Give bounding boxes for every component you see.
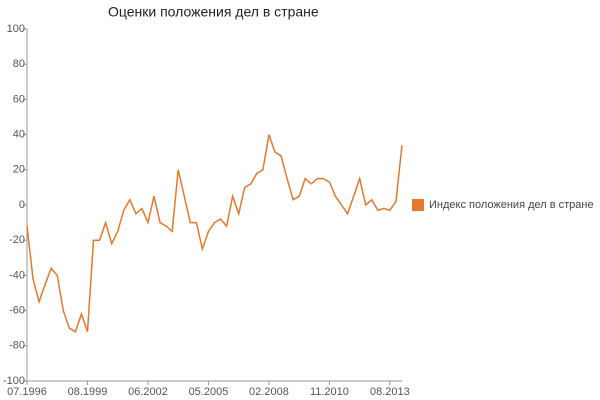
y-tick-label: 0 (19, 199, 25, 211)
y-tick-label: -20 (9, 234, 25, 246)
line (26, 134, 403, 333)
y-tick-label: 80 (13, 58, 25, 70)
x-tick-label: 05.2005 (189, 386, 229, 398)
x-tick-label: 08.1999 (68, 386, 108, 398)
y-tick-label: 60 (13, 93, 25, 105)
y-tick-label: -60 (9, 305, 25, 317)
chart-title: Оценки положения дел в стране (108, 4, 319, 20)
y-tick-label: -40 (9, 269, 25, 281)
legend-label: Индекс положения дел в стране (429, 199, 594, 211)
x-tick-label: 11.2010 (310, 386, 349, 398)
x-tick-label: 07.1996 (7, 386, 47, 398)
legend-swatch (412, 199, 424, 211)
y-tick-label: -80 (9, 340, 25, 352)
x-tick-label: 02.2008 (249, 386, 289, 398)
y-tick-label: 40 (13, 129, 25, 141)
x-tick-label: 06.2002 (128, 386, 168, 398)
y-tick-label: 20 (13, 164, 25, 176)
x-tick-label: 08.2013 (370, 386, 410, 398)
y-tick-label: 100 (7, 23, 25, 35)
y-tick-label: -100 (3, 375, 25, 387)
